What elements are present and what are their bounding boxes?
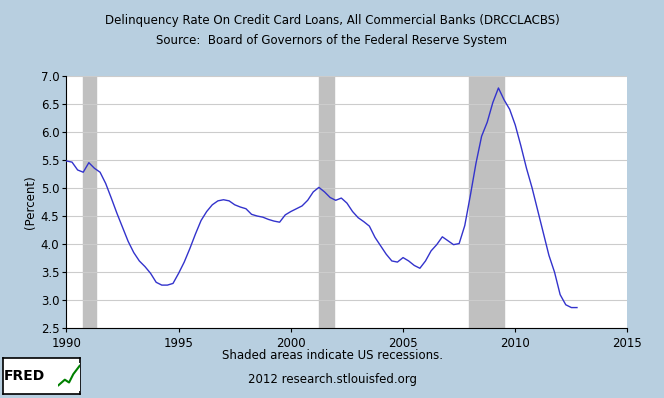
Bar bbox=[469, 76, 504, 328]
Text: FRED: FRED bbox=[4, 369, 45, 383]
Text: Shaded areas indicate US recessions.: Shaded areas indicate US recessions. bbox=[222, 349, 442, 362]
Text: Source:  Board of Governors of the Federal Reserve System: Source: Board of Governors of the Federa… bbox=[157, 34, 507, 47]
Y-axis label: (Percent): (Percent) bbox=[24, 175, 37, 229]
Text: Delinquency Rate On Credit Card Loans, All Commercial Banks (DRCCLACBS): Delinquency Rate On Credit Card Loans, A… bbox=[105, 14, 559, 27]
Text: 2012 research.stlouisfed.org: 2012 research.stlouisfed.org bbox=[248, 373, 416, 386]
Bar bbox=[319, 76, 334, 328]
Bar bbox=[83, 76, 96, 328]
